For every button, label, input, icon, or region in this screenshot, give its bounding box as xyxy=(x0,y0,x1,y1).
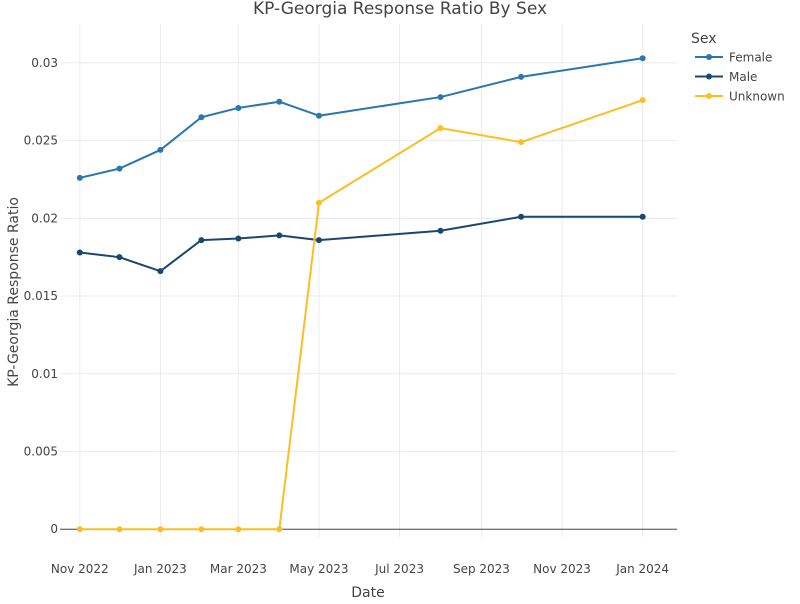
data-point-unknown xyxy=(315,199,322,206)
data-point-female xyxy=(116,165,123,172)
legend-label: Male xyxy=(729,70,757,84)
grid-layer xyxy=(60,24,677,537)
data-point-unknown xyxy=(116,526,123,533)
x-tick-label: Sep 2023 xyxy=(453,562,510,576)
data-point-female xyxy=(235,104,242,111)
series-line-unknown xyxy=(79,99,643,531)
legend-label: Unknown xyxy=(729,90,785,104)
data-point-female xyxy=(276,98,283,105)
y-tick-label: 0.005 xyxy=(24,445,58,459)
x-tick-label: Mar 2023 xyxy=(210,562,267,576)
x-tick-label: Jan 2023 xyxy=(133,562,187,576)
y-tick-label: 0.03 xyxy=(31,56,58,70)
legend-swatch-marker xyxy=(706,73,712,80)
data-point-female xyxy=(639,55,646,62)
x-tick-label: Jan 2024 xyxy=(615,562,669,576)
axis-layer: Nov 2022 Jan 2023 Mar 2023 May 2023 Jul 2023… xyxy=(24,56,669,576)
data-point-male xyxy=(157,268,164,275)
data-point-unknown xyxy=(437,125,444,132)
data-point-unknown xyxy=(639,97,646,104)
data-point-male xyxy=(518,213,525,220)
legend-label: Female xyxy=(729,51,772,65)
data-point-unknown xyxy=(276,526,283,533)
data-point-male xyxy=(116,254,123,261)
data-point-female xyxy=(437,94,444,101)
data-point-female xyxy=(198,114,205,121)
data-point-male xyxy=(76,249,83,256)
legend: Sex Female Male Unknown xyxy=(691,31,785,104)
x-tick-label: Jul 2023 xyxy=(374,562,424,576)
series-layer xyxy=(76,55,646,533)
data-point-unknown xyxy=(235,526,242,533)
x-axis-label: Date xyxy=(351,585,384,600)
data-point-unknown xyxy=(518,139,525,146)
data-point-male xyxy=(276,232,283,239)
data-point-female xyxy=(157,146,164,153)
y-tick-label: 0.02 xyxy=(31,211,58,225)
y-tick-label: 0.01 xyxy=(31,367,58,381)
y-tick-label: 0 xyxy=(50,522,58,536)
legend-swatch-marker xyxy=(706,93,712,99)
chart-title: KP-Georgia Response Ratio By Sex xyxy=(253,0,547,19)
data-point-female xyxy=(76,174,83,181)
x-tick-label: Nov 2022 xyxy=(51,562,109,576)
legend-title: Sex xyxy=(691,31,717,47)
data-point-male xyxy=(639,213,646,220)
x-tick-label: Nov 2023 xyxy=(533,562,591,576)
y-axis-label: KP-Georgia Response Ratio xyxy=(6,197,22,387)
data-point-unknown xyxy=(157,526,164,533)
x-tick-label: May 2023 xyxy=(289,562,348,576)
data-point-male xyxy=(198,237,205,244)
data-point-male xyxy=(315,237,322,244)
series-line-female xyxy=(79,57,643,179)
y-tick-label: 0.025 xyxy=(24,134,58,148)
data-point-male xyxy=(437,227,444,234)
data-point-male xyxy=(235,235,242,242)
data-point-female xyxy=(518,73,525,80)
data-point-unknown xyxy=(198,526,205,533)
data-point-female xyxy=(315,112,322,119)
y-tick-label: 0.015 xyxy=(24,289,58,303)
legend-swatch-marker xyxy=(706,54,712,60)
data-point-unknown xyxy=(76,526,83,533)
series-line-male xyxy=(79,215,643,273)
